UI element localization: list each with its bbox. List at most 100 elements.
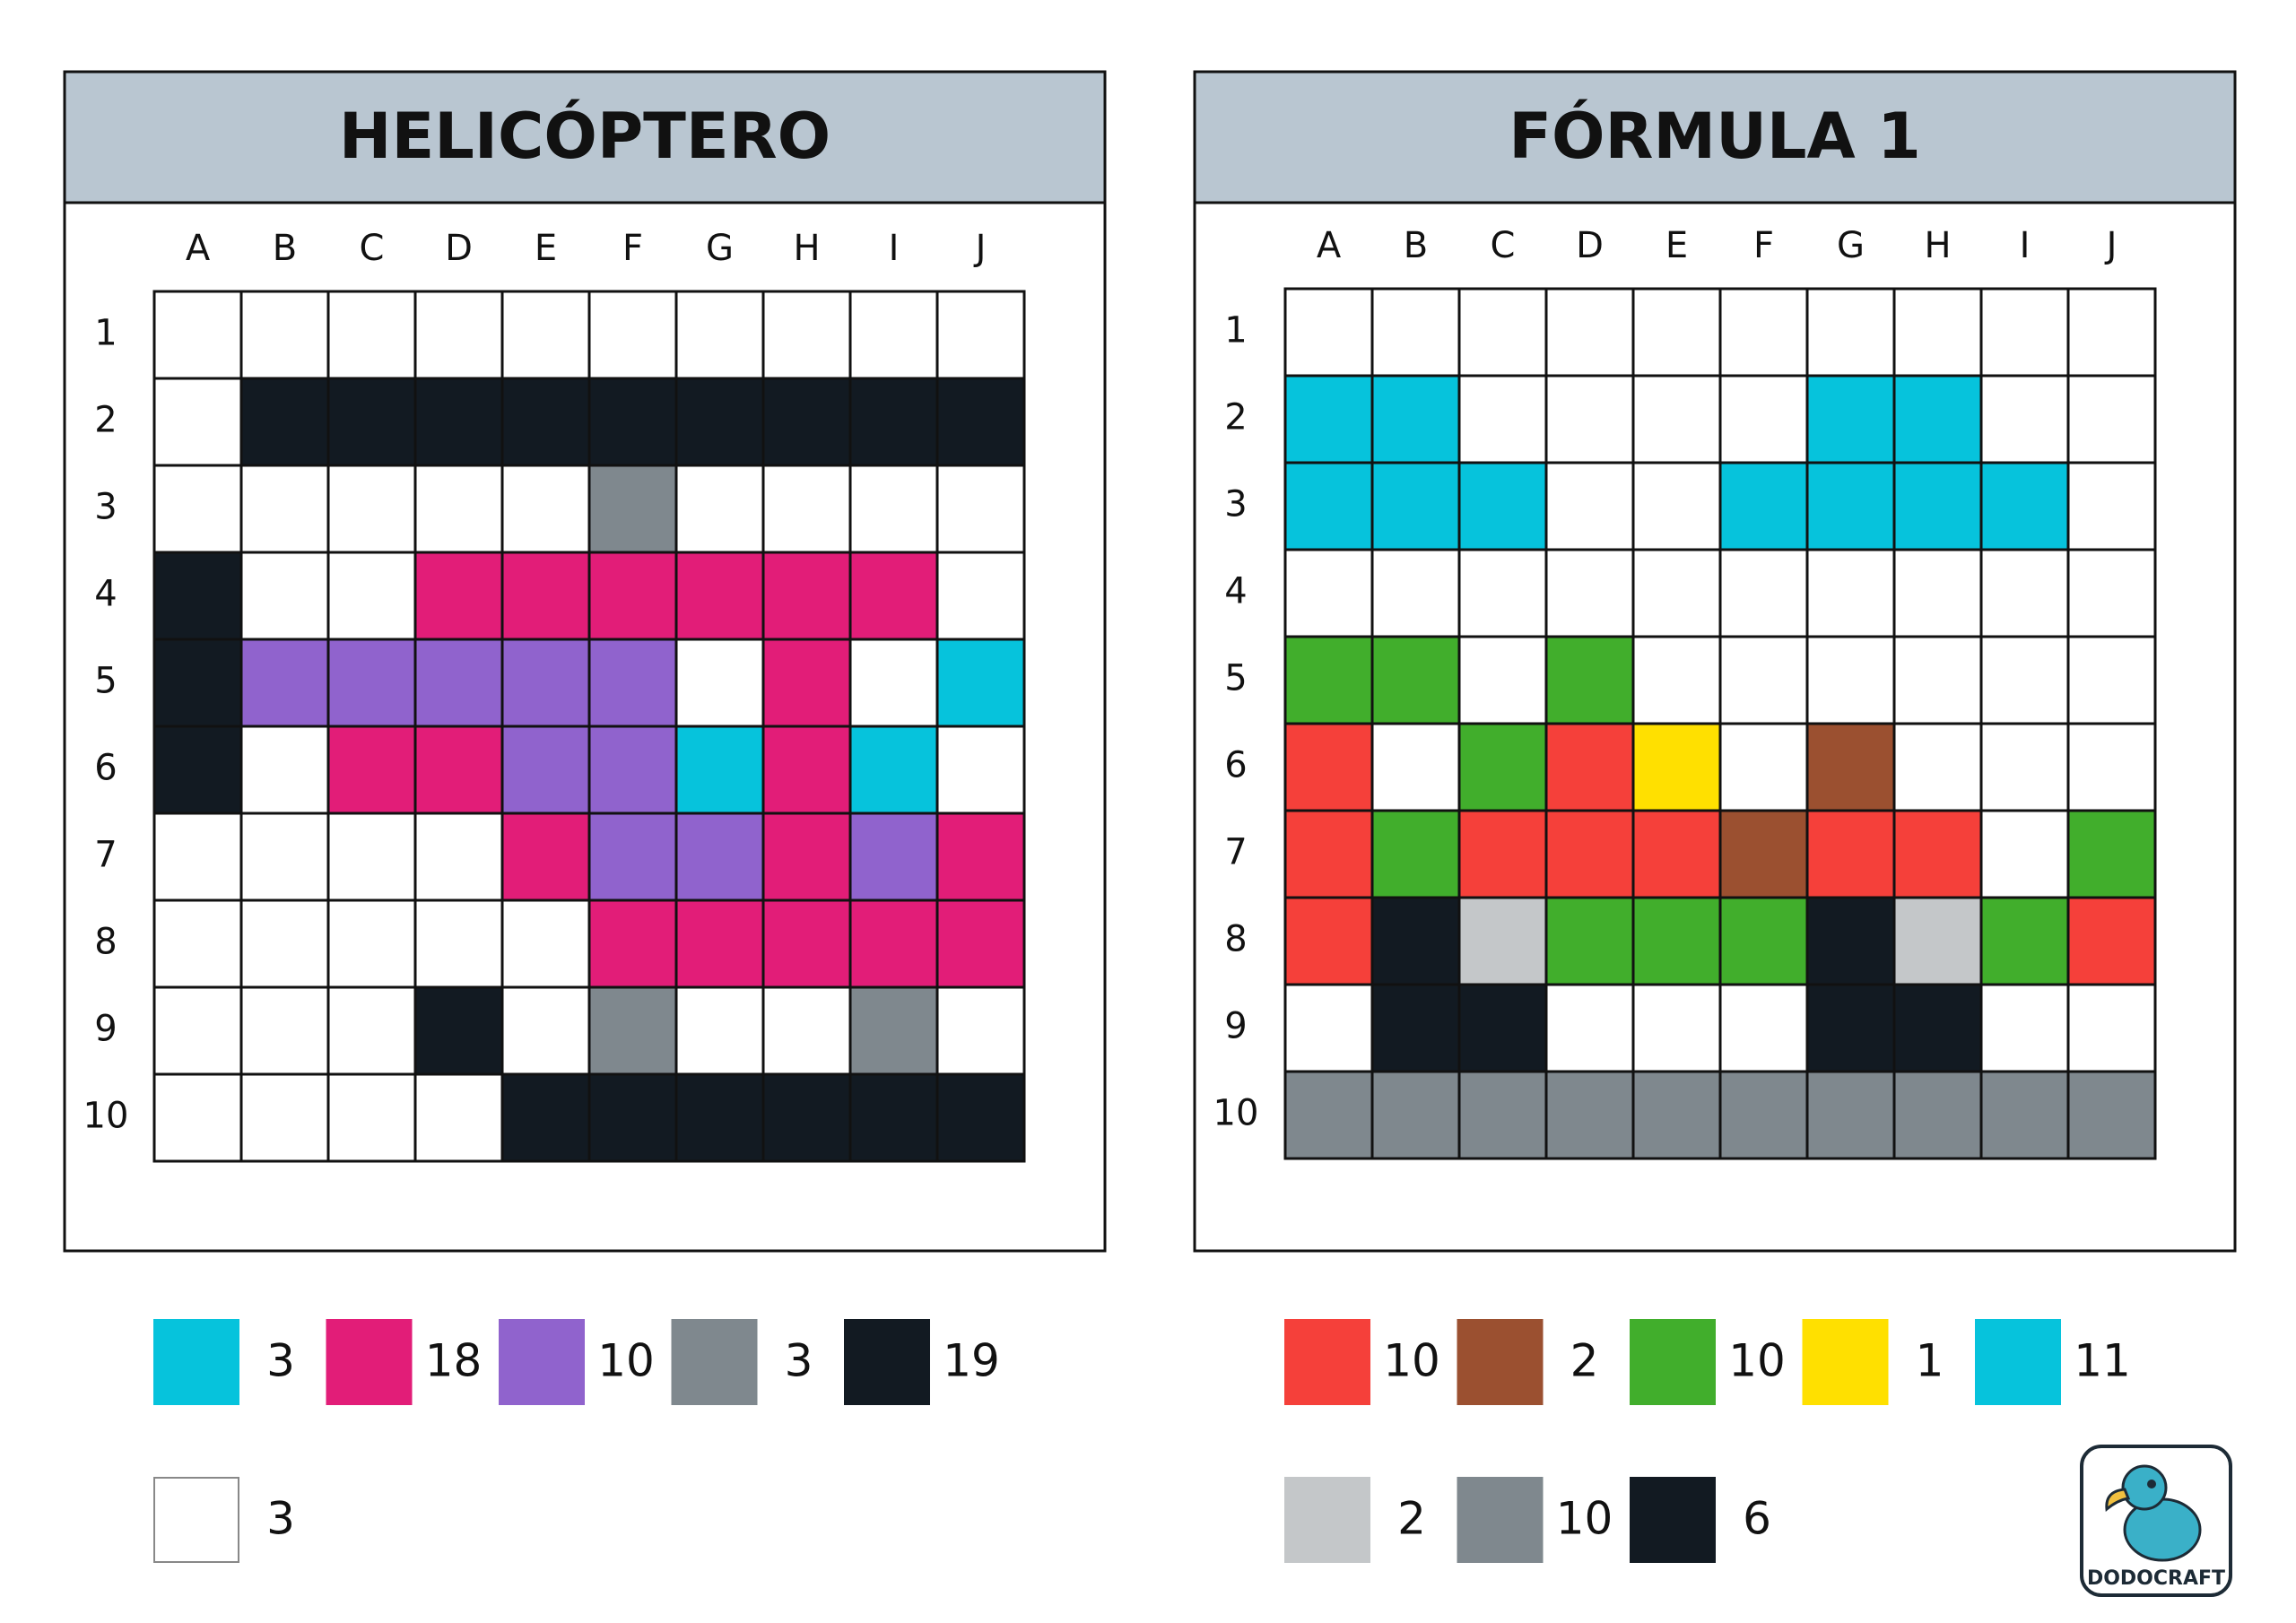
grid-cell — [935, 985, 1026, 1076]
grid-cell — [674, 551, 765, 641]
panel-header — [63, 70, 1107, 204]
grid-cell — [326, 377, 417, 467]
column-label: C — [360, 228, 385, 269]
grid-cell — [587, 377, 678, 467]
grid-cell — [1370, 809, 1461, 899]
column-label: A — [1317, 225, 1342, 266]
puzzle-title: FÓRMULA 1 — [1509, 100, 1921, 173]
grid-cell — [413, 985, 504, 1076]
legend-swatch — [1630, 1477, 1716, 1563]
grid-cell — [1631, 983, 1722, 1073]
grid-cell — [326, 985, 417, 1076]
column-label: H — [793, 228, 820, 269]
row-label: 1 — [94, 313, 117, 354]
grid-cell — [848, 464, 939, 554]
grid-cell — [500, 290, 591, 380]
grid-cell — [1370, 548, 1461, 638]
grid-cell — [1544, 983, 1635, 1073]
grid-cell — [152, 638, 243, 728]
panel-header — [1193, 70, 2237, 204]
row-label: 6 — [1224, 745, 1247, 786]
grid-cell — [326, 464, 417, 554]
grid-cell — [413, 725, 504, 815]
grid-cell — [239, 290, 330, 380]
grid-cell — [152, 1072, 243, 1163]
column-label: I — [889, 228, 900, 269]
legend-count: 2 — [1397, 1493, 1426, 1545]
legend-swatch — [326, 1319, 413, 1405]
row-label: 4 — [1224, 571, 1247, 612]
row-label: 5 — [1224, 658, 1247, 699]
grid-cell — [1631, 722, 1722, 812]
grid-cell — [674, 638, 765, 728]
grid-cell — [1805, 1070, 1896, 1160]
grid-cell — [935, 1072, 1026, 1163]
row-label: 6 — [94, 748, 117, 789]
grid-cell — [152, 725, 243, 815]
grid-cell — [674, 377, 765, 467]
grid-cell — [1283, 896, 1374, 986]
legend-swatch — [1630, 1319, 1716, 1405]
grid-cell — [587, 812, 678, 902]
row-label: 7 — [1224, 832, 1247, 873]
color-legend: 10 2 10 1 112 10 6 — [1284, 1319, 2131, 1563]
grid-cell — [413, 377, 504, 467]
grid-cell — [1979, 1070, 2070, 1160]
grid-cell — [413, 1072, 504, 1163]
grid-cell — [1718, 722, 1809, 812]
grid-cell — [761, 898, 852, 989]
grid-cell — [761, 1072, 852, 1163]
grid-cell — [326, 290, 417, 380]
row-label: 9 — [94, 1009, 117, 1050]
grid-cell — [1979, 809, 2070, 899]
grid-cell — [1805, 809, 1896, 899]
column-label: B — [1404, 225, 1428, 266]
column-label: F — [622, 228, 643, 269]
grid-cell — [239, 377, 330, 467]
grid-cell — [500, 638, 591, 728]
grid-cell — [152, 898, 243, 989]
grid-cell — [326, 638, 417, 728]
grid-cell — [761, 464, 852, 554]
row-label: 3 — [1224, 484, 1247, 525]
grid-cell — [326, 812, 417, 902]
grid-cell — [326, 1072, 417, 1163]
legend-swatch — [153, 1477, 239, 1563]
grid-cell — [500, 551, 591, 641]
grid-cell — [152, 290, 243, 380]
legend-swatch — [1284, 1319, 1370, 1405]
grid-cell — [1283, 1070, 1374, 1160]
column-label: A — [186, 228, 211, 269]
grid-cell — [239, 812, 330, 902]
grid-cell — [1631, 896, 1722, 986]
grid-cell — [1805, 896, 1896, 986]
grid-cell — [1457, 635, 1548, 725]
grid-cell — [2066, 374, 2157, 464]
grid-cell — [1892, 635, 1983, 725]
grid-cell — [1544, 809, 1635, 899]
grid-cell — [500, 377, 591, 467]
row-label: 2 — [1224, 397, 1247, 438]
grid-cell — [935, 377, 1026, 467]
grid-cell — [1631, 461, 1722, 551]
legend-swatch — [1457, 1477, 1544, 1563]
grid-cell — [2066, 548, 2157, 638]
grid-cell — [1544, 287, 1635, 378]
grid-cell — [152, 985, 243, 1076]
row-label: 2 — [94, 400, 117, 441]
grid-cell — [2066, 461, 2157, 551]
grid-cell — [1892, 722, 1983, 812]
grid-cell — [1979, 896, 2070, 986]
grid-cell — [674, 1072, 765, 1163]
grid-cell — [239, 898, 330, 989]
grid-cell — [1283, 374, 1374, 464]
legend-swatch — [1975, 1319, 2061, 1405]
grid-cell — [1892, 461, 1983, 551]
grid-cell — [1544, 1070, 1635, 1160]
legend-count: 11 — [2074, 1335, 2131, 1387]
grid-cell — [1283, 809, 1374, 899]
grid-cell — [761, 985, 852, 1076]
grid-cell — [761, 377, 852, 467]
legend-count: 10 — [1556, 1493, 1613, 1545]
